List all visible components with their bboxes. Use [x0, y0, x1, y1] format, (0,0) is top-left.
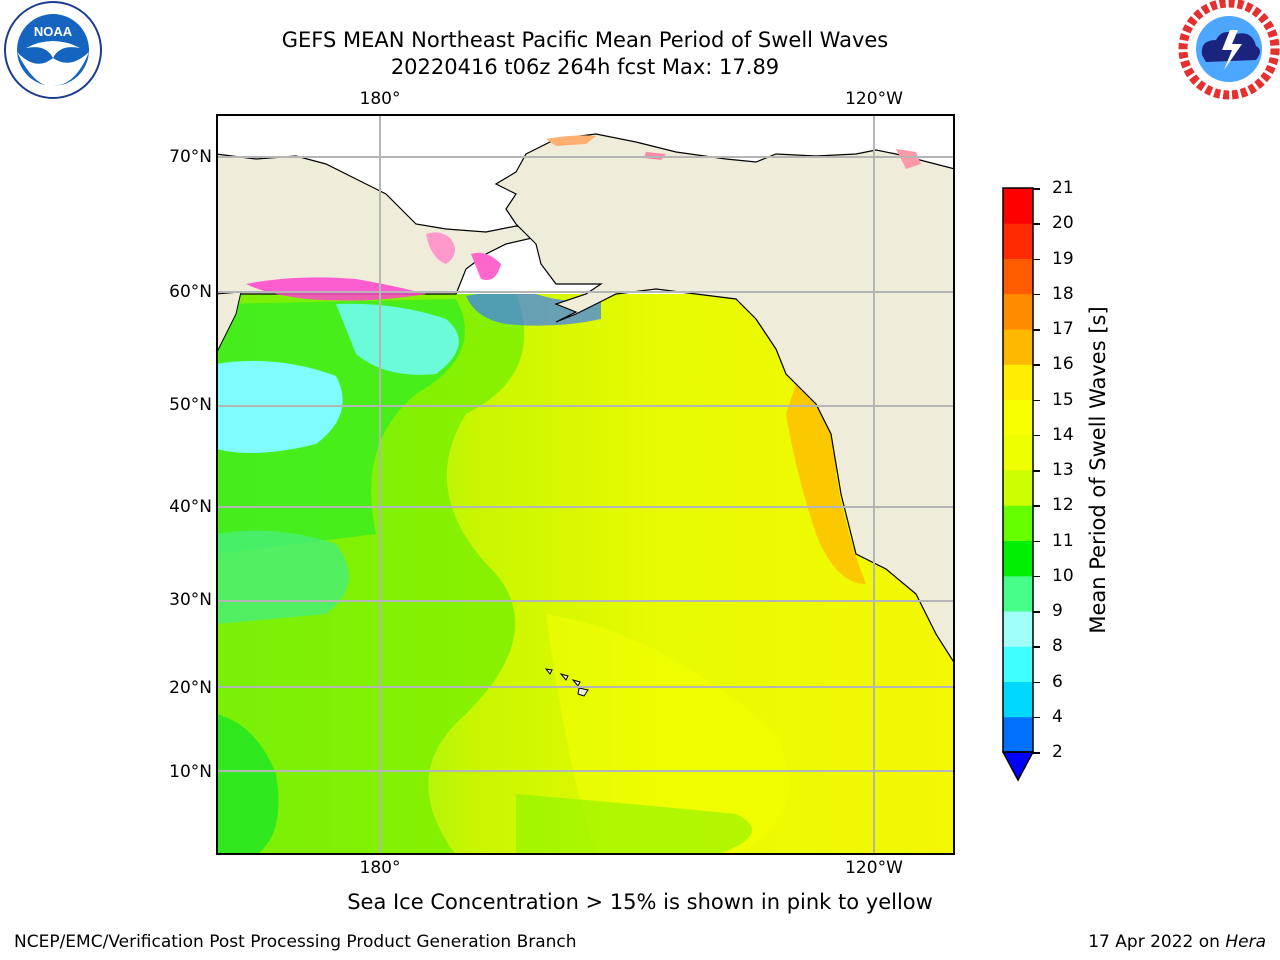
- lon-label-bottom-180: 180°: [359, 858, 401, 878]
- lon-label-bottom-120w: 120°W: [845, 858, 903, 878]
- lon-label-top-180: 180°: [359, 89, 401, 109]
- colorbar-tick-label: 6: [1052, 671, 1063, 692]
- colorbar-tick-label: 4: [1052, 706, 1063, 727]
- colorbar-swatch: [1003, 681, 1033, 718]
- lat-label-10n: 10°N: [169, 762, 212, 782]
- colorbar-tick-mark: [1033, 611, 1040, 613]
- colorbar-tick-label: 10: [1052, 565, 1074, 586]
- colorbar-swatch: [1003, 329, 1033, 365]
- colorbar-swatch: [1003, 611, 1033, 647]
- colorbar-tick-label: 17: [1052, 319, 1074, 339]
- colorbar-tick-mark: [1033, 575, 1040, 578]
- colorbar-swatch: [1003, 399, 1033, 436]
- colorbar-swatch: [1003, 293, 1033, 330]
- colorbar-tick-label: 21: [1052, 178, 1074, 198]
- colorbar-swatch: [1003, 505, 1033, 541]
- generation-date-text: 17 Apr 2022 on: [1088, 932, 1226, 952]
- colorbar-swatch: [1003, 223, 1033, 259]
- lat-label-70n: 70°N: [169, 147, 212, 167]
- colorbar-tick-label: 12: [1052, 495, 1074, 516]
- noaa-logo: NOAA: [4, 1, 102, 99]
- colorbar-tick-mark: [1033, 505, 1040, 507]
- colorbar-extend-arrow: [1001, 751, 1035, 782]
- lat-label-50n: 50°N: [169, 395, 212, 415]
- colorbar-tick-mark: [1033, 470, 1040, 472]
- colorbar-swatch: [1003, 716, 1033, 753]
- colorbar-tick-mark: [1033, 716, 1040, 719]
- colorbar-swatch: [1003, 470, 1033, 506]
- colorbar-tick-mark: [1033, 399, 1040, 401]
- lat-label-60n: 60°N: [169, 282, 212, 302]
- colorbar-tick-label: 19: [1052, 248, 1074, 269]
- colorbar-swatch: [1003, 188, 1033, 224]
- colorbar-swatch: [1003, 364, 1033, 400]
- colorbar-tick-mark: [1033, 364, 1040, 366]
- swell-period-map: [216, 114, 955, 855]
- colorbar-swatch: [1003, 258, 1033, 295]
- colorbar-tick-mark: [1033, 752, 1040, 754]
- colorbar-tick-label: 13: [1052, 460, 1074, 480]
- colorbar-title: Mean Period of Swell Waves [s]: [1086, 306, 1110, 634]
- generation-date: 17 Apr 2022 on Hera: [1088, 932, 1266, 952]
- colorbar-tick-mark: [1033, 258, 1040, 260]
- chart-title: GEFS MEAN Northeast Pacific Mean Period …: [281, 28, 889, 52]
- map-gridlines: [216, 114, 955, 855]
- lat-label-30n: 30°N: [169, 590, 212, 610]
- colorbar: [1001, 187, 1035, 782]
- colorbar-tick-label: 20: [1052, 213, 1074, 234]
- colorbar-tick-label: 9: [1052, 601, 1063, 621]
- north-america-landmass: [494, 133, 955, 666]
- colorbar-tick-mark: [1033, 540, 1040, 542]
- colorbar-tick-label: 18: [1052, 283, 1074, 304]
- colorbar-tick-label: 8: [1052, 636, 1063, 657]
- lon-label-top-120w: 120°W: [845, 89, 903, 109]
- colorbar-tick-mark: [1033, 434, 1040, 437]
- colorbar-tick-label: 2: [1052, 742, 1063, 762]
- colorbar-tick-mark: [1033, 646, 1040, 648]
- chart-subtitle: 20220416 t06z 264h fcst Max: 17.89: [390, 55, 780, 79]
- map-frame: [216, 114, 955, 855]
- lat-label-20n: 20°N: [169, 678, 212, 698]
- hawaii-islands: [544, 668, 589, 697]
- colorbar-tick-mark: [1033, 223, 1040, 225]
- host-name: Hera: [1225, 932, 1266, 952]
- colorbar-tick-mark: [1033, 188, 1040, 190]
- national-weather-service-logo: [1178, 0, 1280, 100]
- colorbar-tick-label: 15: [1052, 389, 1074, 410]
- noaa-logo-text: NOAA: [34, 24, 73, 39]
- siberia-landmass: [216, 153, 543, 295]
- colorbar-swatch: [1003, 434, 1033, 471]
- lat-label-40n: 40°N: [169, 497, 212, 517]
- colorbar-tick-mark: [1033, 293, 1040, 296]
- producer-credit: NCEP/EMC/Verification Post Processing Pr…: [14, 932, 577, 952]
- colorbar-swatches: [1003, 188, 1033, 753]
- colorbar-tick-label: 11: [1052, 530, 1074, 551]
- colorbar-tick-mark: [1033, 329, 1040, 331]
- colorbar-tick-label: 16: [1052, 354, 1074, 375]
- sea-ice-caption: Sea Ice Concentration > 15% is shown in …: [347, 890, 933, 914]
- colorbar-swatch: [1003, 540, 1033, 577]
- colorbar-swatch: [1003, 646, 1033, 682]
- colorbar-tick-mark: [1033, 681, 1040, 683]
- colorbar-tick-label: 14: [1052, 424, 1074, 445]
- colorbar-swatch: [1003, 575, 1033, 612]
